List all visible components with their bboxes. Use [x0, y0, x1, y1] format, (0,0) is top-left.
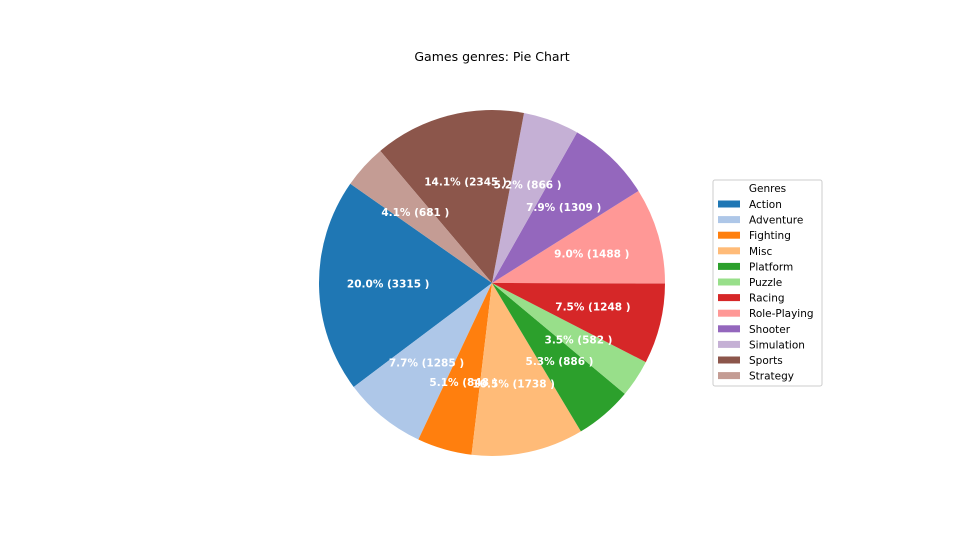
legend-label: Role-Playing: [749, 308, 814, 320]
legend-swatch: [718, 372, 740, 380]
legend-label: Shooter: [749, 324, 791, 336]
legend-swatch: [718, 247, 740, 255]
pie-slice-sports: [380, 110, 524, 284]
pie-slice-simulation: [492, 112, 578, 284]
legend-swatch: [718, 231, 740, 239]
pie-slice-racing: [492, 283, 665, 363]
pie-slices: [319, 110, 666, 457]
slice-label: 20.0% (3315 ): [347, 279, 430, 291]
legend-swatch: [718, 309, 740, 317]
slice-label: 7.7% (1285 ): [389, 358, 464, 370]
slice-label: 4.1% (681 ): [381, 207, 449, 219]
slice-label: 5.2% (866 ): [494, 180, 562, 192]
pie-slice-action: [319, 183, 492, 387]
pie-slice-platform: [492, 283, 625, 432]
legend-label: Adventure: [749, 215, 803, 227]
slice-label: 9.0% (1488 ): [554, 248, 629, 260]
legend-label: Simulation: [749, 339, 805, 351]
legend-label: Misc: [749, 246, 772, 258]
legend-swatch: [718, 325, 740, 333]
pie-slice-shooter: [492, 132, 639, 283]
pie-slice-role-playing: [492, 190, 666, 284]
legend-title: Genres: [749, 183, 786, 195]
legend-frame: [712, 179, 823, 387]
legend-swatch: [718, 262, 740, 270]
pie-slice-adventure: [353, 283, 492, 440]
legend-label: Racing: [749, 293, 785, 305]
legend-label: Strategy: [749, 371, 794, 383]
chart-title: Games genres: Pie Chart: [414, 49, 569, 64]
legend-swatch: [718, 216, 740, 224]
legend-label: Fighting: [749, 230, 791, 242]
legend-label: Sports: [749, 355, 783, 367]
pie-slice-labels: 20.0% (3315 ) 7.7% (1285 ) 5.1% (848 )10.5…: [347, 177, 631, 391]
legend-swatch: [718, 294, 740, 302]
legend-swatch: [718, 278, 740, 286]
legend: Genres Action Adventure Fighting Misc Platfo…: [712, 179, 823, 387]
slice-label: 7.9% (1309 ): [526, 202, 601, 214]
pie-slice-fighting: [418, 283, 492, 455]
slice-label: 5.3% (886 ): [526, 356, 594, 368]
legend-swatch: [718, 356, 740, 364]
legend-label: Puzzle: [749, 277, 782, 289]
slice-label: 3.5% (582 ): [545, 334, 613, 346]
legend-label: Platform: [749, 261, 793, 273]
legend-swatch: [718, 200, 740, 208]
legend-label: Action: [749, 199, 782, 211]
pie-slice-puzzle: [492, 283, 646, 394]
slice-label: 14.1% (2345 ): [424, 177, 507, 189]
legend-items: Action Adventure Fighting Misc Platform Puzzl…: [718, 199, 814, 383]
slice-label: 10.5% (1738 ): [472, 379, 555, 391]
legend-swatch: [718, 340, 740, 348]
pie-slice-misc: [471, 283, 581, 457]
pie-slice-strategy: [350, 150, 492, 283]
slice-label: 7.5% (1248 ): [555, 302, 630, 314]
slice-label: 5.1% (848 ): [429, 377, 497, 389]
